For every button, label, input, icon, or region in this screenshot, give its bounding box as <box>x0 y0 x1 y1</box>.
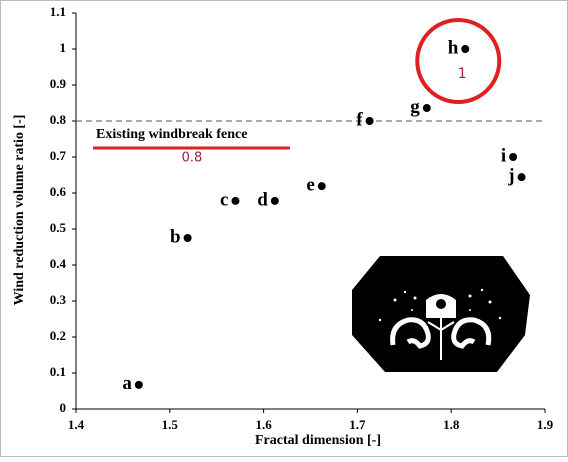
reference-value-label: 0.8 <box>182 151 203 166</box>
x-tick-label: 1.6 <box>255 417 272 432</box>
x-tick-label: 1.7 <box>349 417 366 432</box>
point-label: g <box>410 96 420 117</box>
point-label: h <box>448 37 459 58</box>
x-tick-label: 1.4 <box>68 417 85 432</box>
point <box>134 380 143 389</box>
y-tick-label: 0.4 <box>50 256 67 271</box>
point-label: i <box>501 145 506 166</box>
reference-label: Existing windbreak fence <box>96 127 247 142</box>
x-axis-title: Fractal dimension [-] <box>255 433 381 448</box>
y-tick-label: 1 <box>60 40 67 55</box>
y-tick-label: 0.3 <box>50 292 67 307</box>
y-tick-label: 0.8 <box>50 112 67 127</box>
fractal-image <box>352 256 530 372</box>
point-label: e <box>306 175 314 196</box>
point <box>317 182 326 191</box>
y-tick-label: 0.7 <box>50 148 67 163</box>
x-tick-label: 1.9 <box>537 417 554 432</box>
highlight-value-label: 1 <box>458 66 467 82</box>
point-label: f <box>356 109 363 130</box>
highlight-circle <box>415 18 502 104</box>
point <box>270 196 279 205</box>
point <box>461 45 470 53</box>
point-label: c <box>220 189 228 210</box>
y-tick-label: 0.6 <box>50 184 67 199</box>
y-tick-label: 0.2 <box>50 328 66 343</box>
point-label: d <box>257 189 268 210</box>
point <box>517 173 526 182</box>
point <box>183 234 192 242</box>
y-axis-title: Wind reduction volume ratio [-] <box>12 115 27 306</box>
y-tick-label: 0 <box>60 400 67 415</box>
y-tick-label: 0.5 <box>50 220 67 235</box>
point <box>509 153 518 161</box>
x-tick-label: 1.5 <box>162 417 179 432</box>
x-tick-label: 1.8 <box>443 417 460 432</box>
point <box>365 117 374 125</box>
point-label: b <box>170 226 181 247</box>
y-tick-label: 0.1 <box>50 364 66 379</box>
point-label: a <box>122 373 132 394</box>
y-tick-label: 1.1 <box>50 4 66 19</box>
point <box>231 196 240 205</box>
y-tick-label: 0.9 <box>50 76 67 91</box>
point <box>422 104 431 113</box>
point-label: j <box>507 166 514 187</box>
